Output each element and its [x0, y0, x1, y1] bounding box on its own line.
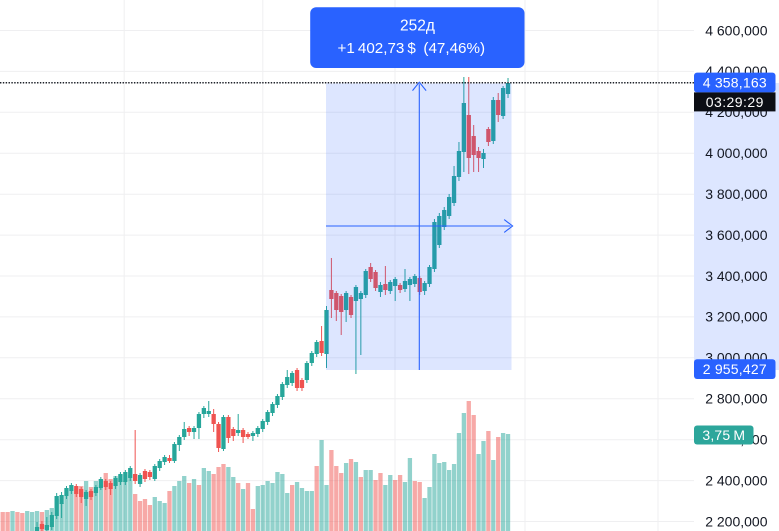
svg-text:2 200,000: 2 200,000 [705, 513, 767, 529]
svg-text:2 955,427: 2 955,427 [703, 361, 767, 377]
svg-text:3 400,000: 3 400,000 [705, 268, 767, 284]
svg-text:3,75 M: 3,75 M [702, 427, 745, 443]
svg-text:4 600,000: 4 600,000 [705, 22, 767, 38]
svg-text:4 000,000: 4 000,000 [705, 145, 767, 161]
svg-text:03:29:29: 03:29:29 [706, 94, 764, 110]
svg-text:3 600,000: 3 600,000 [705, 227, 767, 243]
svg-text:252д: 252д [400, 18, 435, 35]
svg-text:4 358,163: 4 358,163 [703, 75, 767, 91]
svg-text:2 800,000: 2 800,000 [705, 391, 767, 407]
svg-text:3 800,000: 3 800,000 [705, 186, 767, 202]
svg-text:3 200,000: 3 200,000 [705, 309, 767, 325]
svg-text:+1 402,73 $ (47,46%): +1 402,73 $ (47,46%) [338, 40, 486, 57]
svg-text:2 400,000: 2 400,000 [705, 472, 767, 488]
